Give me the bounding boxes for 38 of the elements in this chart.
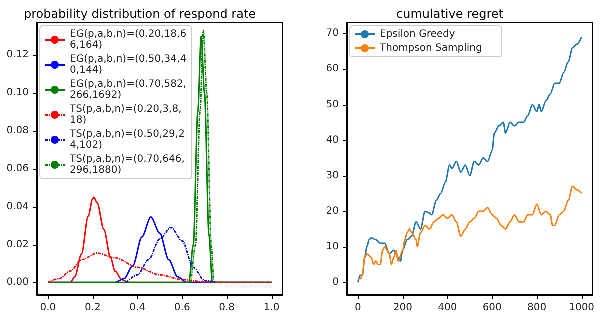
y-tick-label: 40 [326, 134, 339, 146]
y-tick-label: 0.02 [6, 239, 29, 250]
legend-label: TS(p,a,b,n)=(0.70,646,296,1880) [69, 154, 185, 176]
legend-label: TS(p,a,b,n)=(0.50,29,24,102) [69, 129, 185, 151]
legend-label: TS(p,a,b,n)=(0.20,3,8,18) [69, 104, 182, 126]
x-tick-label: 0.2 [84, 302, 101, 314]
line-series [357, 186, 583, 280]
y-tick-label: 0.08 [6, 126, 29, 137]
y-tick-label: 0 [332, 277, 339, 288]
legend-label: Epsilon Greedy [380, 29, 456, 40]
chart-title: cumulative regret [396, 7, 504, 21]
x-tick-label: 1000 [569, 302, 595, 314]
chart-title: probability distribution of respond rate [24, 7, 256, 21]
x-tick-label: 0.8 [219, 302, 236, 314]
x-tick-label: 0.4 [130, 302, 146, 314]
y-tick-label: 0.12 [6, 50, 29, 61]
y-tick-label: 50 [326, 99, 339, 110]
legend-label: EG(p,a,b,n)=(0.70,582,266,1692) [70, 79, 187, 101]
y-tick-label: 30 [326, 170, 339, 182]
y-tick-label: 20 [326, 206, 339, 217]
legend-label: EG(p,a,b,n)=(0.50,34,40,144) [70, 54, 187, 76]
y-tick-label: 0.00 [6, 277, 29, 288]
legend-label: Thompson Sampling [379, 43, 482, 54]
y-tick-label: 0.10 [6, 88, 29, 99]
x-tick-label: 0 [354, 302, 362, 314]
x-tick-label: 600 [482, 302, 502, 314]
x-tick-label: 0.6 [174, 302, 190, 314]
x-tick-label: 800 [528, 302, 547, 314]
x-tick-label: 400 [438, 302, 458, 314]
y-tick-label: 0.06 [6, 163, 29, 174]
y-tick-label: 0.04 [6, 201, 29, 212]
y-tick-label: 60 [326, 64, 339, 75]
y-tick-label: 70 [326, 28, 339, 40]
y-tick-label: 10 [326, 242, 339, 252]
x-tick-label: 1.0 [264, 302, 280, 314]
x-tick-label: 0.0 [40, 302, 56, 314]
x-tick-label: 200 [393, 302, 412, 314]
legend-label: EG(p,a,b,n)=(0.20,18,66,164) [70, 29, 187, 51]
